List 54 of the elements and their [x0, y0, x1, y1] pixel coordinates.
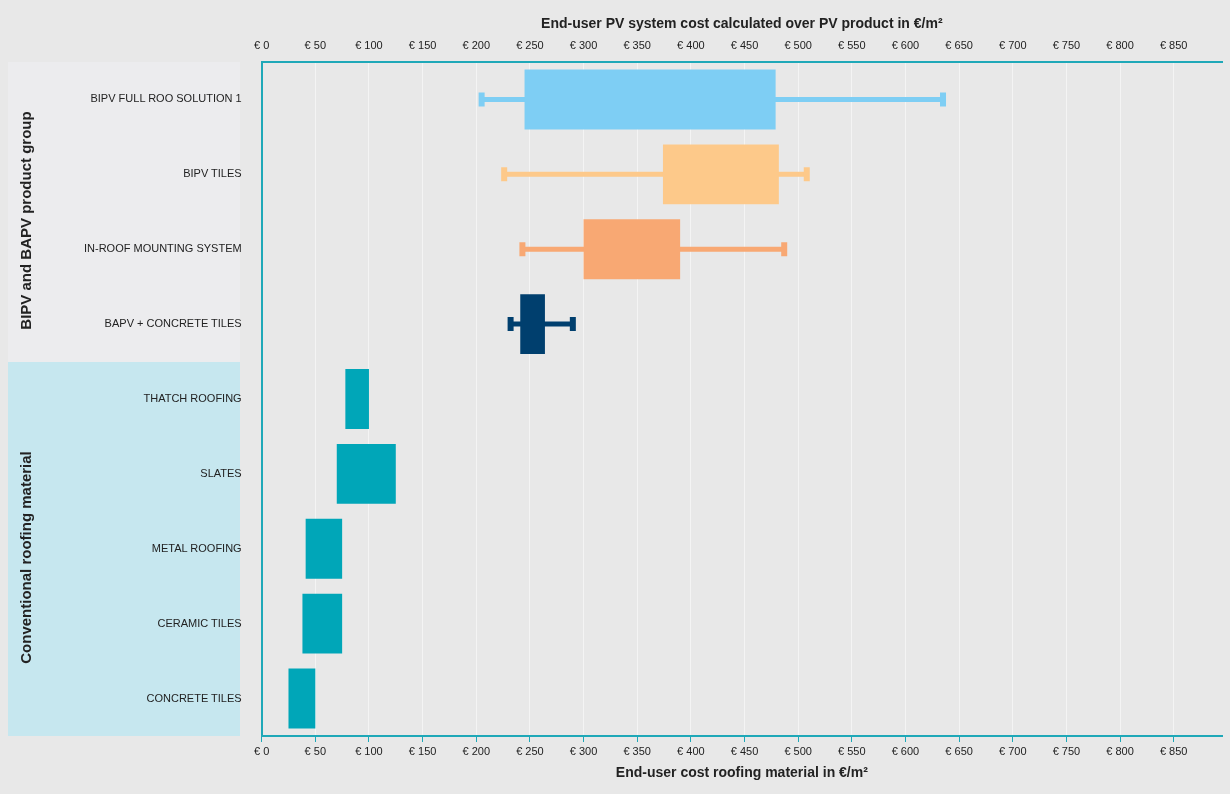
x-tick-label: € 800 [1106, 744, 1134, 757]
x-tick-label: € 500 [784, 744, 812, 757]
y-tick-label: SLATES [200, 466, 242, 479]
x-tick-label: € 850 [1159, 744, 1188, 757]
x2-axis-title: End-user PV system cost calculated over PV product in €/m² [541, 15, 943, 32]
bar [302, 593, 343, 654]
x2-tick-label: € 150 [408, 39, 437, 52]
x2-tick-label: € 700 [999, 39, 1027, 52]
y-tick-label: IN-ROOF MOUNTING SYSTEM [83, 242, 242, 255]
x2-tick-label: € 850 [1159, 39, 1188, 52]
x-axis-title: End-user cost roofing material in €/m² [615, 764, 869, 781]
x-tick-label: € 150 [408, 744, 437, 757]
x2-tick-label: € 600 [891, 39, 920, 52]
bar [288, 668, 316, 729]
y-tick-label: METAL ROOFING [151, 541, 242, 554]
x-tick-label: € 250 [516, 744, 544, 757]
y-tick-label: CERAMIC TILES [157, 616, 242, 629]
text: BIPV and BAPV product group [16, 111, 34, 330]
x2-tick-label: € 650 [945, 39, 973, 52]
x2-tick-label: € 550 [838, 39, 866, 52]
bar [305, 518, 343, 579]
y-tick-label: BAPV + CONCRETE TILES [104, 317, 242, 330]
x2-tick-label: € 100 [355, 39, 383, 52]
bar [336, 443, 396, 504]
x-tick-label: € 600 [891, 744, 920, 757]
x2-tick-label: € 400 [677, 39, 705, 52]
bar [345, 369, 369, 429]
x2-tick-label: € 0 [254, 39, 270, 52]
x-tick-label: € 700 [999, 744, 1027, 757]
x-tick-label: € 300 [569, 744, 598, 757]
x-tick-label: € 450 [730, 744, 759, 757]
x2-tick-label: € 450 [730, 39, 759, 52]
y-tick-label: CONCRETE TILES [146, 691, 242, 704]
x-tick-label: € 200 [462, 744, 491, 757]
x-tick-label: € 0 [254, 744, 270, 757]
x-tick-label: € 350 [623, 744, 651, 757]
y-tick-label: BIPV FULL ROO SOLUTION 1 [90, 92, 242, 105]
x-tick-label: € 50 [304, 744, 327, 757]
x2-tick-label: € 750 [1052, 39, 1081, 52]
x-tick-label: € 650 [945, 744, 973, 757]
x2-tick-label: € 200 [462, 39, 491, 52]
text: Conventional roofing material [16, 451, 34, 664]
x-tick-label: € 400 [677, 744, 705, 757]
y-tick-label: THATCH ROOFING [143, 392, 242, 405]
x2-tick-label: € 800 [1106, 39, 1134, 52]
x2-tick-label: € 50 [304, 39, 327, 52]
x-tick-label: € 750 [1052, 744, 1081, 757]
x2-tick-label: € 500 [784, 39, 812, 52]
x2-tick-label: € 350 [623, 39, 651, 52]
x2-tick-label: € 250 [516, 39, 544, 52]
x-tick-label: € 550 [838, 744, 866, 757]
x-tick-label: € 100 [355, 744, 383, 757]
y-tick-label: BIPV TILES [183, 167, 242, 180]
x2-tick-label: € 300 [569, 39, 598, 52]
